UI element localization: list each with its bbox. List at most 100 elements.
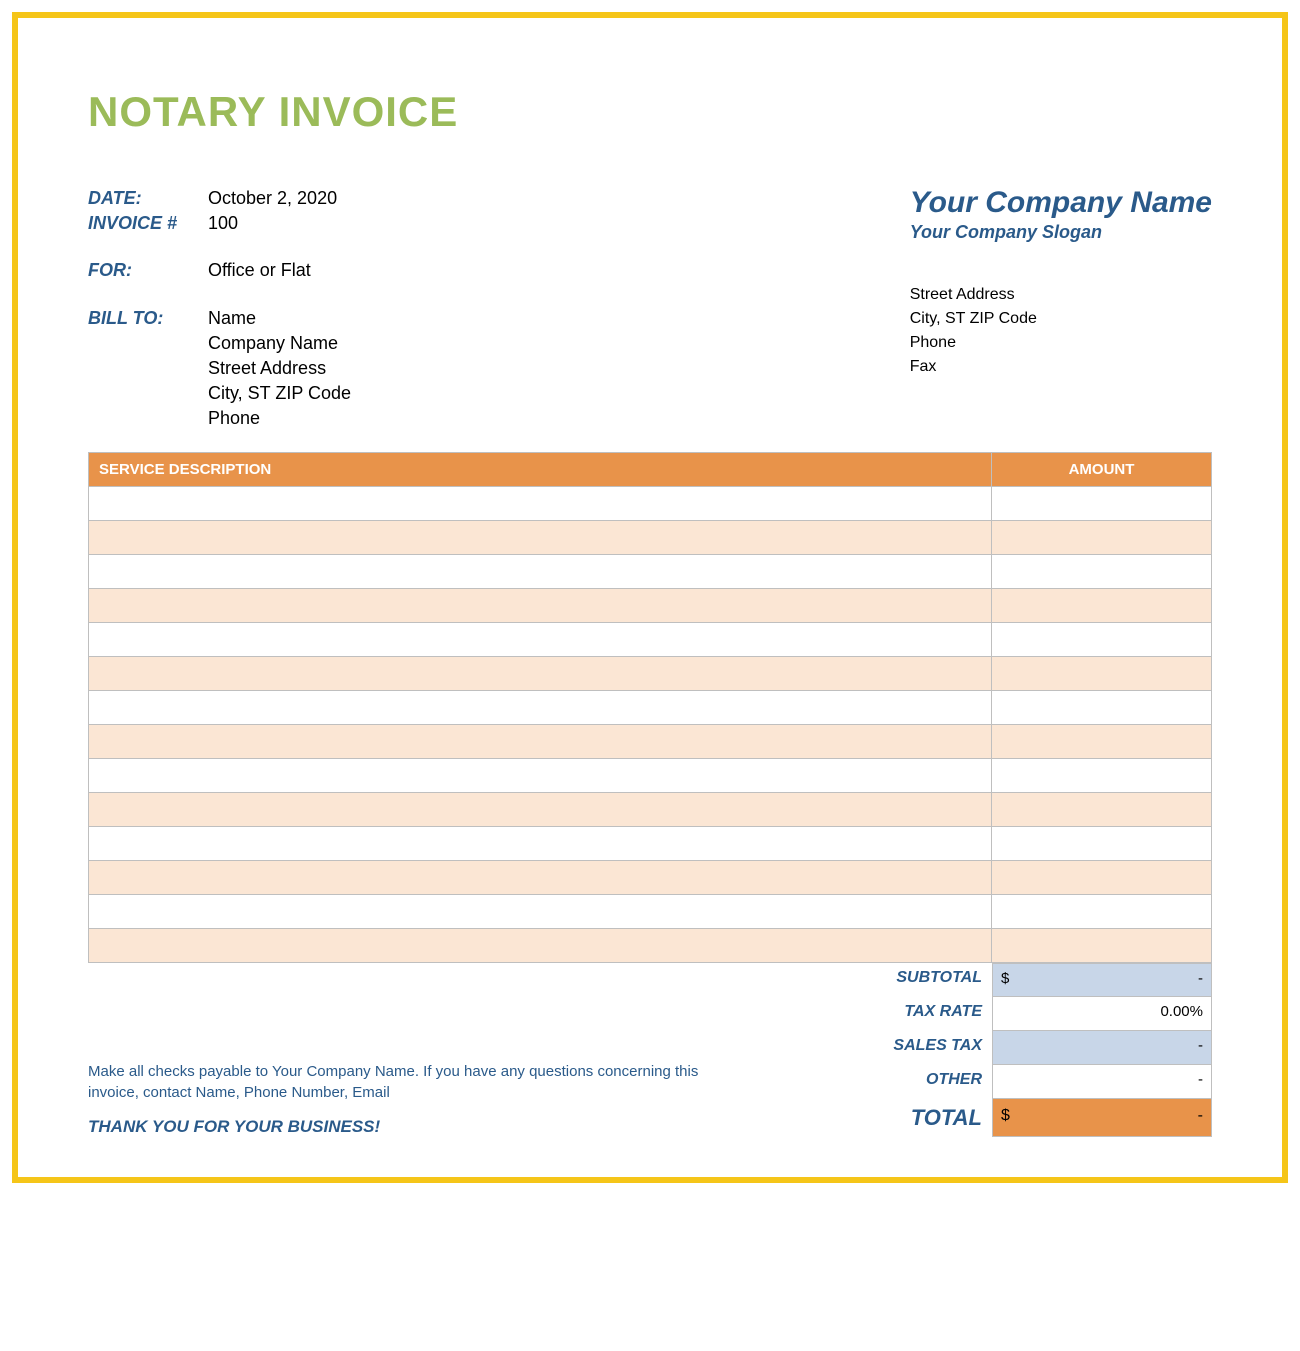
table-row — [89, 656, 1212, 690]
date-value: October 2, 2020 — [208, 186, 337, 211]
table-row — [89, 792, 1212, 826]
desc-cell — [89, 724, 992, 758]
desc-cell — [89, 656, 992, 690]
desc-cell — [89, 792, 992, 826]
company-addr-line: City, ST ZIP Code — [910, 307, 1212, 331]
desc-cell — [89, 928, 992, 962]
table-row — [89, 894, 1212, 928]
billto-line: Name — [208, 306, 351, 331]
page: NOTARY INVOICE DATE: October 2, 2020 INV… — [0, 0, 1300, 1351]
company-addr-line: Phone — [910, 331, 1212, 355]
table-row — [89, 724, 1212, 758]
table-header: SERVICE DESCRIPTION AMOUNT — [89, 452, 1212, 486]
table-row — [89, 622, 1212, 656]
amount-cell — [992, 622, 1212, 656]
desc-cell — [89, 826, 992, 860]
company-slogan: Your Company Slogan — [910, 222, 1212, 243]
billto-lines: Name Company Name Street Address City, S… — [208, 306, 351, 432]
header-section: DATE: October 2, 2020 INVOICE # 100 FOR:… — [88, 186, 1212, 432]
taxrate-row: TAX RATE 0.00% — [772, 997, 1212, 1031]
desc-cell — [89, 894, 992, 928]
amount-cell — [992, 486, 1212, 520]
amount-cell — [992, 724, 1212, 758]
table-row — [89, 690, 1212, 724]
billto-label: BILL TO: — [88, 306, 208, 432]
meta-billto-row: BILL TO: Name Company Name Street Addres… — [88, 306, 351, 432]
billto-line: Phone — [208, 406, 351, 431]
subtotal-amount: - — [1198, 970, 1203, 987]
desc-cell — [89, 554, 992, 588]
taxrate-value: 0.00% — [992, 997, 1212, 1031]
amount-cell — [992, 588, 1212, 622]
billto-line: Street Address — [208, 356, 351, 381]
desc-cell — [89, 860, 992, 894]
total-value: $ - — [992, 1099, 1212, 1137]
meta-block: DATE: October 2, 2020 INVOICE # 100 FOR:… — [88, 186, 351, 432]
document-title: NOTARY INVOICE — [88, 88, 1212, 136]
totals-table: SUBTOTAL $ - TAX RATE 0.00% SALES TAX - … — [772, 963, 1212, 1137]
company-addr-line: Fax — [910, 355, 1212, 379]
line-items-table: SERVICE DESCRIPTION AMOUNT — [88, 452, 1212, 963]
amount-cell — [992, 826, 1212, 860]
payable-text: Make all checks payable to Your Company … — [88, 1061, 752, 1103]
salestax-label: SALES TAX — [772, 1031, 992, 1065]
table-body — [89, 486, 1212, 962]
taxrate-label: TAX RATE — [772, 997, 992, 1031]
invoice-frame: NOTARY INVOICE DATE: October 2, 2020 INV… — [12, 12, 1288, 1183]
totals-section: Make all checks payable to Your Company … — [88, 963, 1212, 1137]
meta-for-row: FOR: Office or Flat — [88, 258, 351, 283]
table-row — [89, 758, 1212, 792]
subtotal-value: $ - — [992, 963, 1212, 997]
subtotal-label: SUBTOTAL — [772, 963, 992, 997]
desc-cell — [89, 486, 992, 520]
desc-cell — [89, 520, 992, 554]
table-row — [89, 588, 1212, 622]
salestax-value: - — [992, 1031, 1212, 1065]
col-desc-header: SERVICE DESCRIPTION — [89, 452, 992, 486]
desc-cell — [89, 690, 992, 724]
invoice-value: 100 — [208, 211, 238, 236]
amount-cell — [992, 860, 1212, 894]
desc-cell — [89, 622, 992, 656]
total-label: TOTAL — [772, 1099, 992, 1137]
desc-cell — [89, 588, 992, 622]
desc-cell — [89, 758, 992, 792]
company-address: Street Address City, ST ZIP Code Phone F… — [910, 283, 1212, 379]
col-amount-header: AMOUNT — [992, 452, 1212, 486]
amount-cell — [992, 520, 1212, 554]
meta-date-row: DATE: October 2, 2020 — [88, 186, 351, 211]
company-name: Your Company Name — [910, 186, 1212, 220]
amount-cell — [992, 928, 1212, 962]
other-row: OTHER - — [772, 1065, 1212, 1099]
amount-cell — [992, 894, 1212, 928]
for-value: Office or Flat — [208, 258, 311, 283]
billto-line: City, ST ZIP Code — [208, 381, 351, 406]
table-row — [89, 928, 1212, 962]
table-row — [89, 826, 1212, 860]
total-row: TOTAL $ - — [772, 1099, 1212, 1137]
billto-line: Company Name — [208, 331, 351, 356]
other-value: - — [992, 1065, 1212, 1099]
total-amount: - — [1198, 1107, 1203, 1124]
company-block: Your Company Name Your Company Slogan St… — [910, 186, 1212, 379]
amount-cell — [992, 690, 1212, 724]
currency-symbol: $ — [1001, 970, 1009, 987]
invoice-label: INVOICE # — [88, 211, 208, 236]
currency-symbol: $ — [1001, 1107, 1010, 1125]
amount-cell — [992, 554, 1212, 588]
amount-cell — [992, 792, 1212, 826]
amount-cell — [992, 758, 1212, 792]
table-row — [89, 486, 1212, 520]
thanks-text: THANK YOU FOR YOUR BUSINESS! — [88, 1117, 752, 1137]
salestax-row: SALES TAX - — [772, 1031, 1212, 1065]
company-addr-line: Street Address — [910, 283, 1212, 307]
footer-notes: Make all checks payable to Your Company … — [88, 1001, 772, 1137]
subtotal-row: SUBTOTAL $ - — [772, 963, 1212, 997]
amount-cell — [992, 656, 1212, 690]
table-row — [89, 520, 1212, 554]
table-row — [89, 554, 1212, 588]
table-row — [89, 860, 1212, 894]
date-label: DATE: — [88, 186, 208, 211]
for-label: FOR: — [88, 258, 208, 283]
other-label: OTHER — [772, 1065, 992, 1099]
